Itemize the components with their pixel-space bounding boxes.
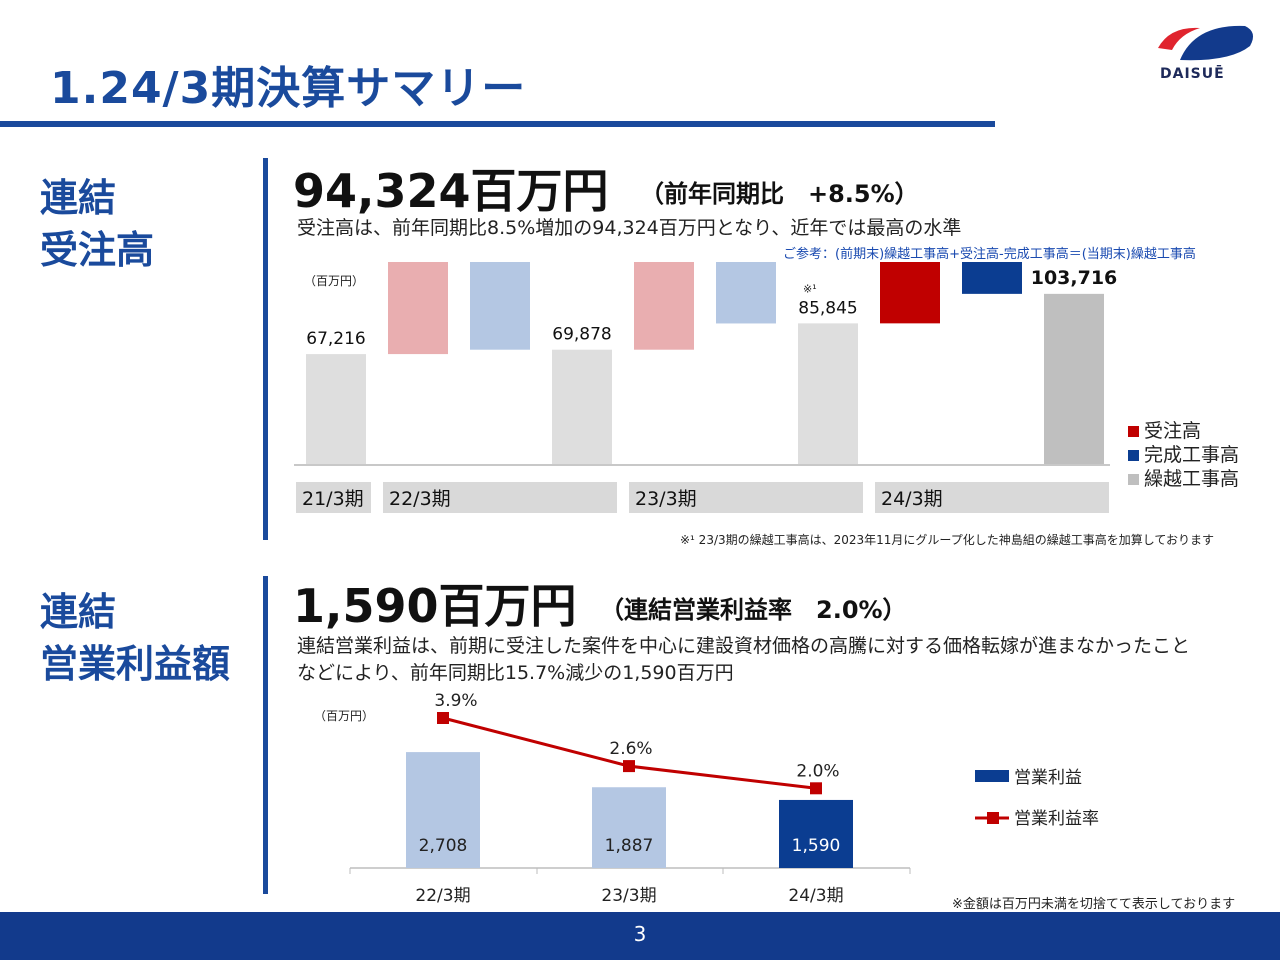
profit-value-label: 2,708 [419,836,468,856]
section2-headline: 1,590百万円 [293,579,577,633]
waterfall-value-label: 85,845 [798,298,857,318]
profit-bar [406,752,480,868]
section1-divider [263,158,268,540]
legend-label: 受注高 [1144,420,1201,442]
section1-description: 受注高は、前年同期比8.5%増加の94,324百万円となり、近年では最高の水準 [297,217,962,239]
waterfall-bar [962,262,1022,294]
margin-point [623,760,635,773]
operating-profit-chart: （百万円） 2,708 22/3期 1,887 23/3期 1,590 24/3期 3.9% 2… [314,691,1099,906]
period-band [383,482,617,513]
waterfall-value-label: 67,216 [306,329,365,349]
period-band [875,482,1109,513]
period-label: 21/3期 [302,488,364,510]
reference-note: ご参考：(前期末)繰越工事高+受注高-完成工事高＝(当期末)繰越工事高 [783,247,1196,262]
chart1-unit-label: （百万円） [304,274,364,288]
waterfall-bar [388,262,448,355]
legend-label: 繰越工事高 [1144,468,1239,490]
waterfall-bar [880,262,940,324]
profit-bar [779,799,853,868]
section2-label: 連結 営業利益額 [40,586,230,690]
category-label: 24/3期 [788,886,843,906]
waterfall-bar [716,262,776,324]
legend-swatch-profit [975,770,1009,782]
waterfall-bar [470,262,530,350]
legend-swatch [1128,426,1139,437]
legend-label-margin: 営業利益率 [1014,809,1099,829]
logo-text: DAISUĒ [1160,66,1225,82]
margin-point [810,782,822,795]
waterfall-bar [306,354,366,465]
footnote: ※¹ 23/3期の繰越工事高は、2023年11月にグループ化した神島組の繰越工事… [680,533,1214,547]
section2-label-line2: 営業利益額 [40,642,231,686]
legend-swatch [1128,450,1139,461]
period-band [296,482,371,513]
margin-value-label: 3.9% [434,691,477,711]
profit-value-label: 1,590 [792,836,841,856]
margin-point [437,712,449,724]
legend-marker-margin [987,812,999,824]
page-number: 3 [633,922,647,946]
chart2-unit-label: （百万円） [314,709,374,723]
legend-label: 完成工事高 [1144,444,1239,466]
title-underline [0,121,995,127]
period-label: 24/3期 [881,488,943,510]
section2-divider [263,576,268,894]
section2-description-line2: などにより、前年同期比15.7%減少の1,590百万円 [297,662,734,684]
period-label: 23/3期 [635,488,697,510]
margin-value-label: 2.6% [609,739,652,759]
footer-bar [0,912,1280,960]
waterfall-bar [634,262,694,350]
period-band [629,482,863,513]
profit-value-label: 1,887 [605,836,654,856]
amount-note: ※金額は百万円未満を切捨てて表示しております [952,897,1236,912]
section1-label-line1: 連結 [40,176,117,220]
section1-label: 連結 受注高 [40,172,154,276]
waterfall-value-label: 103,716 [1031,267,1118,289]
category-label: 23/3期 [601,886,656,906]
waterfall-footnote-mark: ※¹ [803,282,817,295]
section2-headline-sub: （連結営業利益率 2.0%） [600,596,907,624]
waterfall-bar [1044,293,1104,465]
page-title: 1.24/3期決算サマリー [50,63,527,114]
section1-headline: 94,324百万円 [293,164,609,218]
profit-bar [592,787,666,868]
section2-description-line1: 連結営業利益は、前期に受注した案件を中心に建設資材価格の高騰に対する価格転嫁が進… [297,635,1191,657]
section2-label-line1: 連結 [40,590,117,634]
waterfall-bar [798,323,858,465]
daisue-logo [1158,25,1254,61]
period-label: 22/3期 [389,488,451,510]
legend-swatch [1128,474,1139,485]
margin-value-label: 2.0% [796,761,839,781]
legend-label-profit: 営業利益 [1014,768,1082,788]
section1-headline-sub: （前年同期比 +8.5%） [640,180,919,208]
waterfall-bar [552,349,612,465]
section2-description: 連結営業利益は、前期に受注した案件を中心に建設資材価格の高騰に対する価格転嫁が進… [297,633,1190,687]
category-label: 22/3期 [415,886,470,906]
waterfall-value-label: 69,878 [552,325,611,345]
section1-label-line2: 受注高 [40,228,155,272]
